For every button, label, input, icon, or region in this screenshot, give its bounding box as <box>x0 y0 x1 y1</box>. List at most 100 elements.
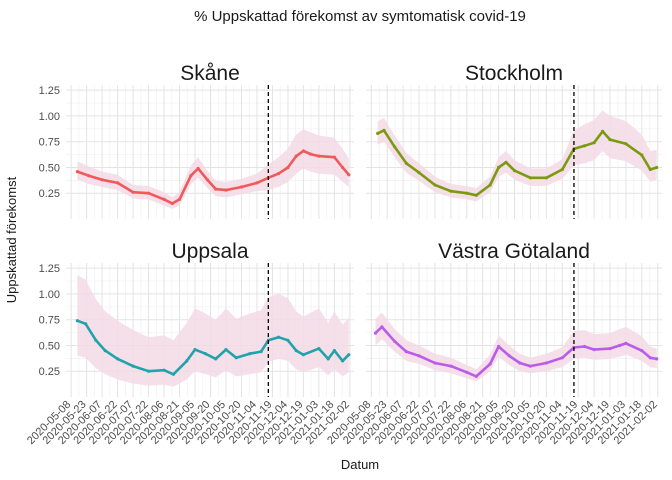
y-tick-label: 0.75 <box>39 137 60 149</box>
data-point <box>326 357 330 361</box>
data-point <box>528 176 533 180</box>
panel-stockholm: Stockholm <box>366 62 662 219</box>
data-point <box>116 357 120 361</box>
data-point <box>560 356 564 360</box>
data-point <box>528 364 533 368</box>
data-point <box>404 161 408 165</box>
confidence-band-skåne <box>77 129 349 209</box>
data-point <box>203 352 207 356</box>
data-point <box>147 369 151 373</box>
data-point <box>497 344 501 349</box>
panel-title-skåne: Skåne <box>180 62 240 85</box>
data-point <box>196 166 200 171</box>
y-tick-label: 1.00 <box>39 289 60 301</box>
data-point <box>640 153 644 157</box>
data-point <box>332 349 336 353</box>
data-point <box>592 348 596 352</box>
data-point <box>84 322 88 326</box>
data-point <box>277 172 281 176</box>
panel-västra-götaland: Västra Götaland2020-05-082020-05-232020-… <box>325 240 662 447</box>
data-point <box>214 357 218 361</box>
data-point <box>205 178 209 182</box>
data-point <box>347 353 351 357</box>
data-point <box>608 138 612 142</box>
data-point <box>474 374 478 378</box>
data-point <box>286 338 290 342</box>
data-point <box>518 361 522 365</box>
y-tick-label: 0.25 <box>39 366 60 378</box>
data-point <box>103 349 107 353</box>
data-point <box>131 190 135 194</box>
y-tick-label: 0.50 <box>39 340 60 352</box>
data-point <box>259 350 263 354</box>
y-tick-label: 0.25 <box>39 188 60 200</box>
data-point <box>380 325 384 329</box>
y-tick-label: 0.50 <box>39 162 60 174</box>
data-point <box>655 357 659 361</box>
data-point <box>317 154 321 158</box>
data-point <box>608 347 612 351</box>
data-point <box>277 335 281 339</box>
data-point <box>317 347 321 351</box>
data-point <box>341 165 345 170</box>
data-point <box>294 154 298 158</box>
panel-title-uppsala: Uppsala <box>171 240 248 263</box>
data-point <box>417 354 421 358</box>
data-point <box>193 348 197 352</box>
data-point <box>189 174 193 178</box>
data-point <box>347 173 351 177</box>
data-point <box>162 197 166 201</box>
data-point <box>131 364 135 368</box>
data-point <box>583 344 587 349</box>
data-point <box>75 170 79 174</box>
data-point <box>544 361 549 365</box>
panels: Skåne 0.25 0.50 0.75 1.00 1.25 Stockholm Uppsal… <box>25 62 662 447</box>
panel-uppsala: Uppsala0.250.500.751.001.252020-05-08202… <box>25 240 354 447</box>
data-point <box>592 141 596 145</box>
data-point <box>648 356 652 360</box>
data-point <box>214 187 218 191</box>
data-point <box>560 167 564 172</box>
data-point <box>177 197 182 201</box>
data-point <box>433 361 437 365</box>
data-point <box>171 372 175 376</box>
data-point <box>100 178 104 182</box>
data-point <box>465 191 469 195</box>
data-point <box>286 165 290 170</box>
data-point <box>116 181 120 185</box>
data-point <box>224 348 228 352</box>
data-point <box>294 349 298 353</box>
data-point <box>309 152 313 156</box>
data-point <box>504 160 508 164</box>
panel-title-stockholm: Stockholm <box>465 62 563 85</box>
data-point <box>162 368 166 372</box>
data-point <box>185 359 189 363</box>
data-point <box>373 331 378 335</box>
confidence-band-uppsala <box>77 275 349 387</box>
data-point <box>404 350 408 354</box>
panel-title-västra-götaland: Västra Götaland <box>438 240 590 263</box>
data-point <box>488 362 492 366</box>
data-point <box>147 191 151 195</box>
data-point <box>341 359 345 363</box>
data-point <box>648 167 652 172</box>
panel-skåne: Skåne 0.25 0.50 0.75 1.00 1.25 <box>39 62 354 219</box>
data-point <box>376 131 380 135</box>
y-tick-label: 1.25 <box>39 85 60 97</box>
data-point <box>474 193 478 197</box>
data-point <box>624 142 628 146</box>
data-point <box>507 354 511 358</box>
data-point <box>301 353 305 357</box>
data-point <box>465 370 469 374</box>
data-point <box>234 356 238 360</box>
data-point <box>239 185 244 189</box>
data-point <box>488 183 492 187</box>
data-point <box>655 165 659 170</box>
data-point <box>583 144 587 148</box>
y-tick-label: 1.25 <box>39 263 60 275</box>
data-point <box>393 145 397 149</box>
data-point <box>94 338 98 342</box>
x-axis-label: Datum <box>341 457 379 472</box>
data-point <box>433 183 437 187</box>
